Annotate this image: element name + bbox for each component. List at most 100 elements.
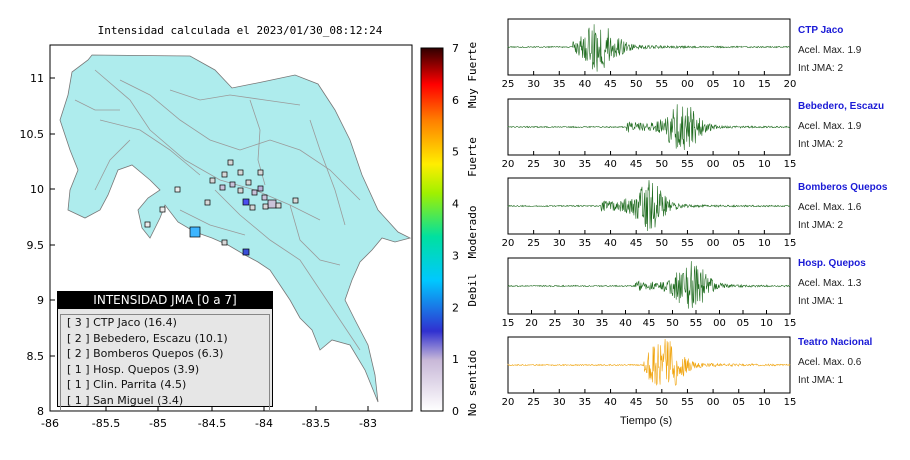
colorbar-tick-label: 4: [452, 198, 459, 211]
lat-tick-label: 10: [30, 183, 44, 196]
trace-info-1: Bebedero, Escazu Acel. Max. 1.9 Int JMA:…: [798, 101, 884, 151]
time-tick-label: 25: [549, 318, 562, 329]
time-tick-label: 00: [713, 318, 726, 329]
costa-rica-land: [59, 54, 412, 403]
time-tick-label: 15: [758, 79, 771, 90]
station-name: CTP Jaco: [798, 25, 844, 36]
waveform-line: [507, 24, 791, 72]
time-tick-label: 25: [502, 79, 515, 90]
colorbar-tick-label: 7: [452, 42, 459, 55]
colorbar-tick-label: 3: [452, 249, 459, 262]
time-tick-label: 50: [630, 79, 643, 90]
time-tick-label: 40: [604, 159, 617, 170]
legend-title: INTENSIDAD JMA [0 a 7]: [58, 292, 272, 309]
time-tick-label: 30: [553, 397, 566, 408]
colorbar-tick-label: 0: [452, 405, 459, 418]
time-tick-label: 00: [707, 159, 720, 170]
road-network: [74, 69, 361, 351]
accel-max: Acel. Max. 1.6: [798, 202, 862, 213]
lon-tick-label: -85: [149, 417, 167, 430]
time-tick-label: 35: [579, 159, 592, 170]
lat-tick-label: 11: [30, 72, 44, 85]
colorbar-category-label: Debil: [466, 273, 479, 306]
station-name: Bomberos Quepos: [798, 182, 888, 193]
map-title: Intensidad calculada el 2023/01/30_08:12…: [97, 24, 383, 37]
lat-tick-label: 10.5: [20, 128, 45, 141]
lat-tick-label: 9: [37, 294, 44, 307]
lat-tick-label: 8: [37, 405, 44, 418]
legend-item: [ 2 ] Bebedero, Escazu (10.1): [67, 331, 228, 345]
time-tick-label: 15: [784, 397, 797, 408]
station-name: Teatro Nacional: [798, 337, 873, 348]
time-tick-label: 05: [732, 238, 745, 249]
time-tick-label: 45: [643, 318, 656, 329]
time-tick-label: 15: [502, 318, 515, 329]
lon-tick-label: -84.5: [198, 417, 226, 430]
lat-tick-label: 8.5: [27, 350, 45, 363]
waveform-panels: 25 30 35 40 45 50 55 00 05 10 15 20 20 25 30 35 40 45 50 55…: [502, 18, 797, 408]
colorbar-tick-label: 5: [452, 146, 459, 159]
int-jma: Int JMA: 1: [798, 375, 844, 386]
time-tick-label: 35: [579, 397, 592, 408]
time-tick-label: 40: [619, 318, 632, 329]
trace-info-0: CTP Jaco Acel. Max. 1.9 Int JMA: 2: [798, 25, 861, 75]
station-markers: [144, 159, 299, 256]
time-tick-label: 30: [553, 159, 566, 170]
time-tick-label: 25: [527, 159, 540, 170]
trace-info-4: Teatro Nacional Acel. Max. 0.6 Int JMA: …: [798, 337, 872, 387]
time-tick-label: 50: [666, 318, 679, 329]
time-tick-label: 55: [681, 238, 694, 249]
time-tick-label: 00: [707, 238, 720, 249]
time-tick-label: 45: [604, 79, 617, 90]
int-jma: Int JMA: 2: [798, 139, 844, 150]
time-tick-label: 30: [527, 79, 540, 90]
lon-tick-label: -83.5: [302, 417, 330, 430]
time-tick-label: 30: [553, 238, 566, 249]
time-tick-label: 35: [579, 238, 592, 249]
int-jma: Int JMA: 1: [798, 296, 844, 307]
time-tick-label: 10: [758, 238, 771, 249]
time-tick-label: 55: [690, 318, 703, 329]
colorbar-category-label: Muy Fuerte: [466, 42, 479, 108]
waveform-line: [507, 180, 791, 232]
lon-tick-label: -86: [41, 417, 59, 430]
lat-tick-label: 9.5: [27, 239, 45, 252]
accel-max: Acel. Max. 1.3: [798, 278, 862, 289]
time-axis-label: Tiempo (s): [620, 415, 673, 427]
time-tick-label: 50: [655, 397, 668, 408]
waveform-line: [507, 261, 791, 309]
time-tick-label: 55: [681, 159, 694, 170]
time-tick-label: 25: [527, 397, 540, 408]
time-tick-label: 50: [655, 159, 668, 170]
accel-max: Acel. Max. 0.6: [798, 357, 862, 368]
station-name: Hosp. Quepos: [798, 258, 866, 269]
time-tick-label: 40: [604, 238, 617, 249]
time-tick-label: 05: [737, 318, 750, 329]
colorbar-category-label: No sentido: [466, 350, 479, 416]
time-tick-label: 10: [760, 318, 773, 329]
lon-tick-label: -84: [255, 417, 273, 430]
time-tick-label: 20: [502, 397, 515, 408]
time-tick-label: 50: [655, 238, 668, 249]
time-tick-label: 45: [630, 238, 643, 249]
time-tick-label: 10: [758, 397, 771, 408]
time-tick-label: 20: [502, 238, 515, 249]
time-tick-label: 20: [502, 159, 515, 170]
colorbar-category-label: Moderado: [466, 206, 479, 259]
colorbar-tick-label: 6: [452, 94, 459, 107]
legend-item: [ 2 ] Bomberos Quepos (6.3): [67, 347, 224, 360]
colorbar-ticks: 0 1 2 3 4 5 6 7 No sentido Debil Moderado Fuerte Muy…: [452, 42, 479, 418]
waveform-line: [507, 104, 791, 151]
time-tick-label: 55: [681, 397, 694, 408]
time-tick-label: 15: [784, 238, 797, 249]
time-tick-label: 10: [758, 159, 771, 170]
time-tick-label: 15: [784, 159, 797, 170]
lon-tick-label: -83: [359, 417, 377, 430]
time-tick-label: 40: [579, 79, 592, 90]
time-tick-label: 05: [707, 79, 720, 90]
int-jma: Int JMA: 2: [798, 63, 844, 74]
time-tick-label: 10: [732, 79, 745, 90]
time-tick-label: 45: [630, 159, 643, 170]
colorbar: [420, 47, 444, 412]
